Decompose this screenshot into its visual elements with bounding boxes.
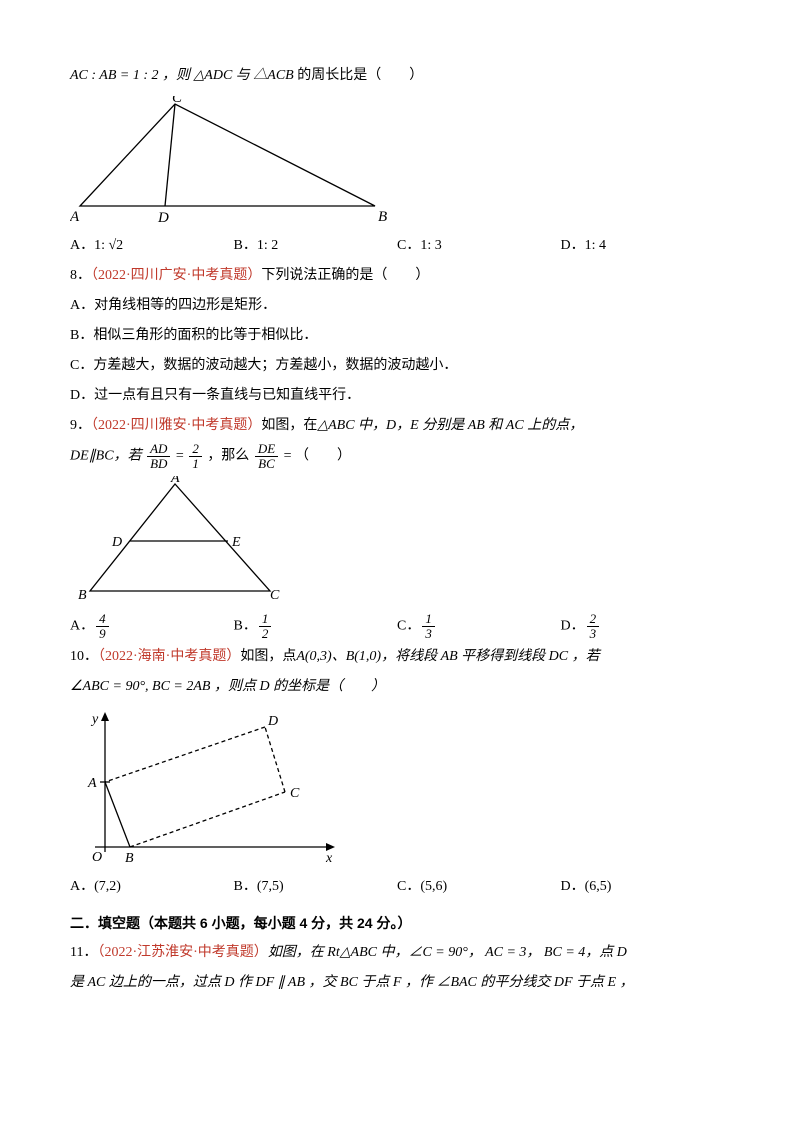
q7-optD[interactable]: D．1: 4 [561, 232, 725, 260]
q9-optD[interactable]: D．23 [561, 612, 725, 640]
q11-stem2: 是 AC 边上的一点，过点 D 作 DF ∥ AB ，交 BC 于点 F ，作 … [70, 969, 724, 997]
q9-src: （2022·四川雅安·中考真题） [91, 418, 261, 433]
q9-stem2: DE∥BC，若 ADBD = 21 ，那么 DEBC = （ ） [70, 442, 724, 470]
svg-text:C: C [172, 96, 183, 106]
q7-options: A．1: √2 B．1: 2 C．1: 3 D．1: 4 [70, 232, 724, 260]
q7-post: 的周长比是（ ） [297, 68, 423, 83]
svg-text:y: y [90, 712, 99, 727]
q7-figure: A B C D [70, 96, 390, 226]
svg-text:C: C [290, 786, 300, 801]
q11-num: 11． [70, 945, 97, 960]
q8-optB[interactable]: B．相似三角形的面积的比等于相似比． [70, 322, 724, 350]
q10-optB[interactable]: B．(7,5) [234, 873, 398, 901]
q9-t1: 如图，在 [261, 418, 317, 433]
q8-optD[interactable]: D．过一点有且只有一条直线与已知直线平行． [70, 382, 724, 410]
q11-src: （2022·江苏淮安·中考真题） [97, 945, 267, 960]
q9-options: A．49 B．12 C．13 D．23 [70, 612, 724, 640]
q9-mid: ，那么 [207, 448, 249, 463]
svg-text:x: x [325, 851, 333, 866]
svg-text:D: D [267, 714, 278, 729]
q9-optC[interactable]: C．13 [397, 612, 561, 640]
svg-text:E: E [231, 535, 241, 550]
q11-stem1: 11．（2022·江苏淮安·中考真题）如图，在 Rt△ABC 中，∠C = 90… [70, 939, 724, 967]
svg-text:O: O [92, 850, 102, 865]
q9-optB[interactable]: B．12 [234, 612, 398, 640]
q10-src: （2022·海南·中考真题） [98, 649, 240, 664]
q8-num: 8． [70, 268, 91, 283]
svg-text:B: B [378, 209, 387, 225]
q9-optA[interactable]: A．49 [70, 612, 234, 640]
svg-text:B: B [125, 851, 134, 866]
section-2-title: 二．填空题（本题共 6 小题，每小题 4 分，共 24 分。） [70, 909, 724, 937]
svg-text:B: B [78, 588, 87, 603]
svg-text:A: A [70, 209, 80, 225]
svg-text:C: C [270, 588, 280, 603]
frac-2-1: 21 [189, 442, 202, 470]
q10-num: 10． [70, 649, 98, 664]
q11-t1: 如图，在 Rt△ABC 中，∠C = 90°， AC = 3， BC = 4，点… [268, 945, 627, 960]
q9-t3: DE∥BC，若 [70, 448, 142, 463]
q10-optD[interactable]: D．(6,5) [561, 873, 725, 901]
svg-text:D: D [157, 210, 169, 226]
q7-pre: AC : AB = 1 : 2 ，则 [70, 68, 190, 83]
q8-optA[interactable]: A．对角线相等的四边形是矩形． [70, 292, 724, 320]
q10-optC[interactable]: C．(5,6) [397, 873, 561, 901]
q7-optB[interactable]: B．1: 2 [234, 232, 398, 260]
q8-stem: 8．（2022·四川广安·中考真题）下列说法正确的是（ ） [70, 262, 724, 290]
q10-optA[interactable]: A．(7,2) [70, 873, 234, 901]
q7-mid: △ADC 与 △ACB [194, 68, 294, 83]
q10-figure: A B C D O x y [70, 707, 350, 867]
q7-optA[interactable]: A．1: √2 [70, 232, 234, 260]
q9-t2: △ABC 中，D，E 分别是 AB 和 AC 上的点， [317, 418, 583, 433]
svg-text:A: A [170, 476, 180, 486]
eq1: = [176, 448, 187, 463]
q10-stem2: ∠ABC = 90°, BC = 2AB ，则点 D 的坐标是（ ） [70, 673, 724, 701]
svg-text:D: D [111, 535, 122, 550]
frac-ad-bd: ADBD [147, 442, 170, 470]
eq2: = （ ） [284, 448, 351, 463]
q8-src: （2022·四川广安·中考真题） [91, 268, 261, 283]
q8-optC[interactable]: C．方差越大，数据的波动越大；方差越小，数据的波动越小． [70, 352, 724, 380]
q9-stem1: 9．（2022·四川雅安·中考真题）如图，在△ABC 中，D，E 分别是 AB … [70, 412, 724, 440]
q7-stem: AC : AB = 1 : 2 ，则 △ADC 与 △ACB 的周长比是（ ） [70, 62, 724, 90]
q9-figure: A B C D E [70, 476, 290, 606]
frac-de-bc: DEBC [255, 442, 278, 470]
q10-options: A．(7,2) B．(7,5) C．(5,6) D．(6,5) [70, 873, 724, 901]
q10-t2: A(0,3)、B(1,0)，将线段 AB 平移得到线段 DC ，若 [296, 649, 599, 664]
q10-t1: 如图，点 [240, 649, 296, 664]
svg-text:A: A [87, 776, 97, 791]
q10-stem1: 10．（2022·海南·中考真题）如图，点A(0,3)、B(1,0)，将线段 A… [70, 643, 724, 671]
q9-num: 9． [70, 418, 91, 433]
q7-optC[interactable]: C．1: 3 [397, 232, 561, 260]
q8-text: 下列说法正确的是（ ） [261, 268, 429, 283]
